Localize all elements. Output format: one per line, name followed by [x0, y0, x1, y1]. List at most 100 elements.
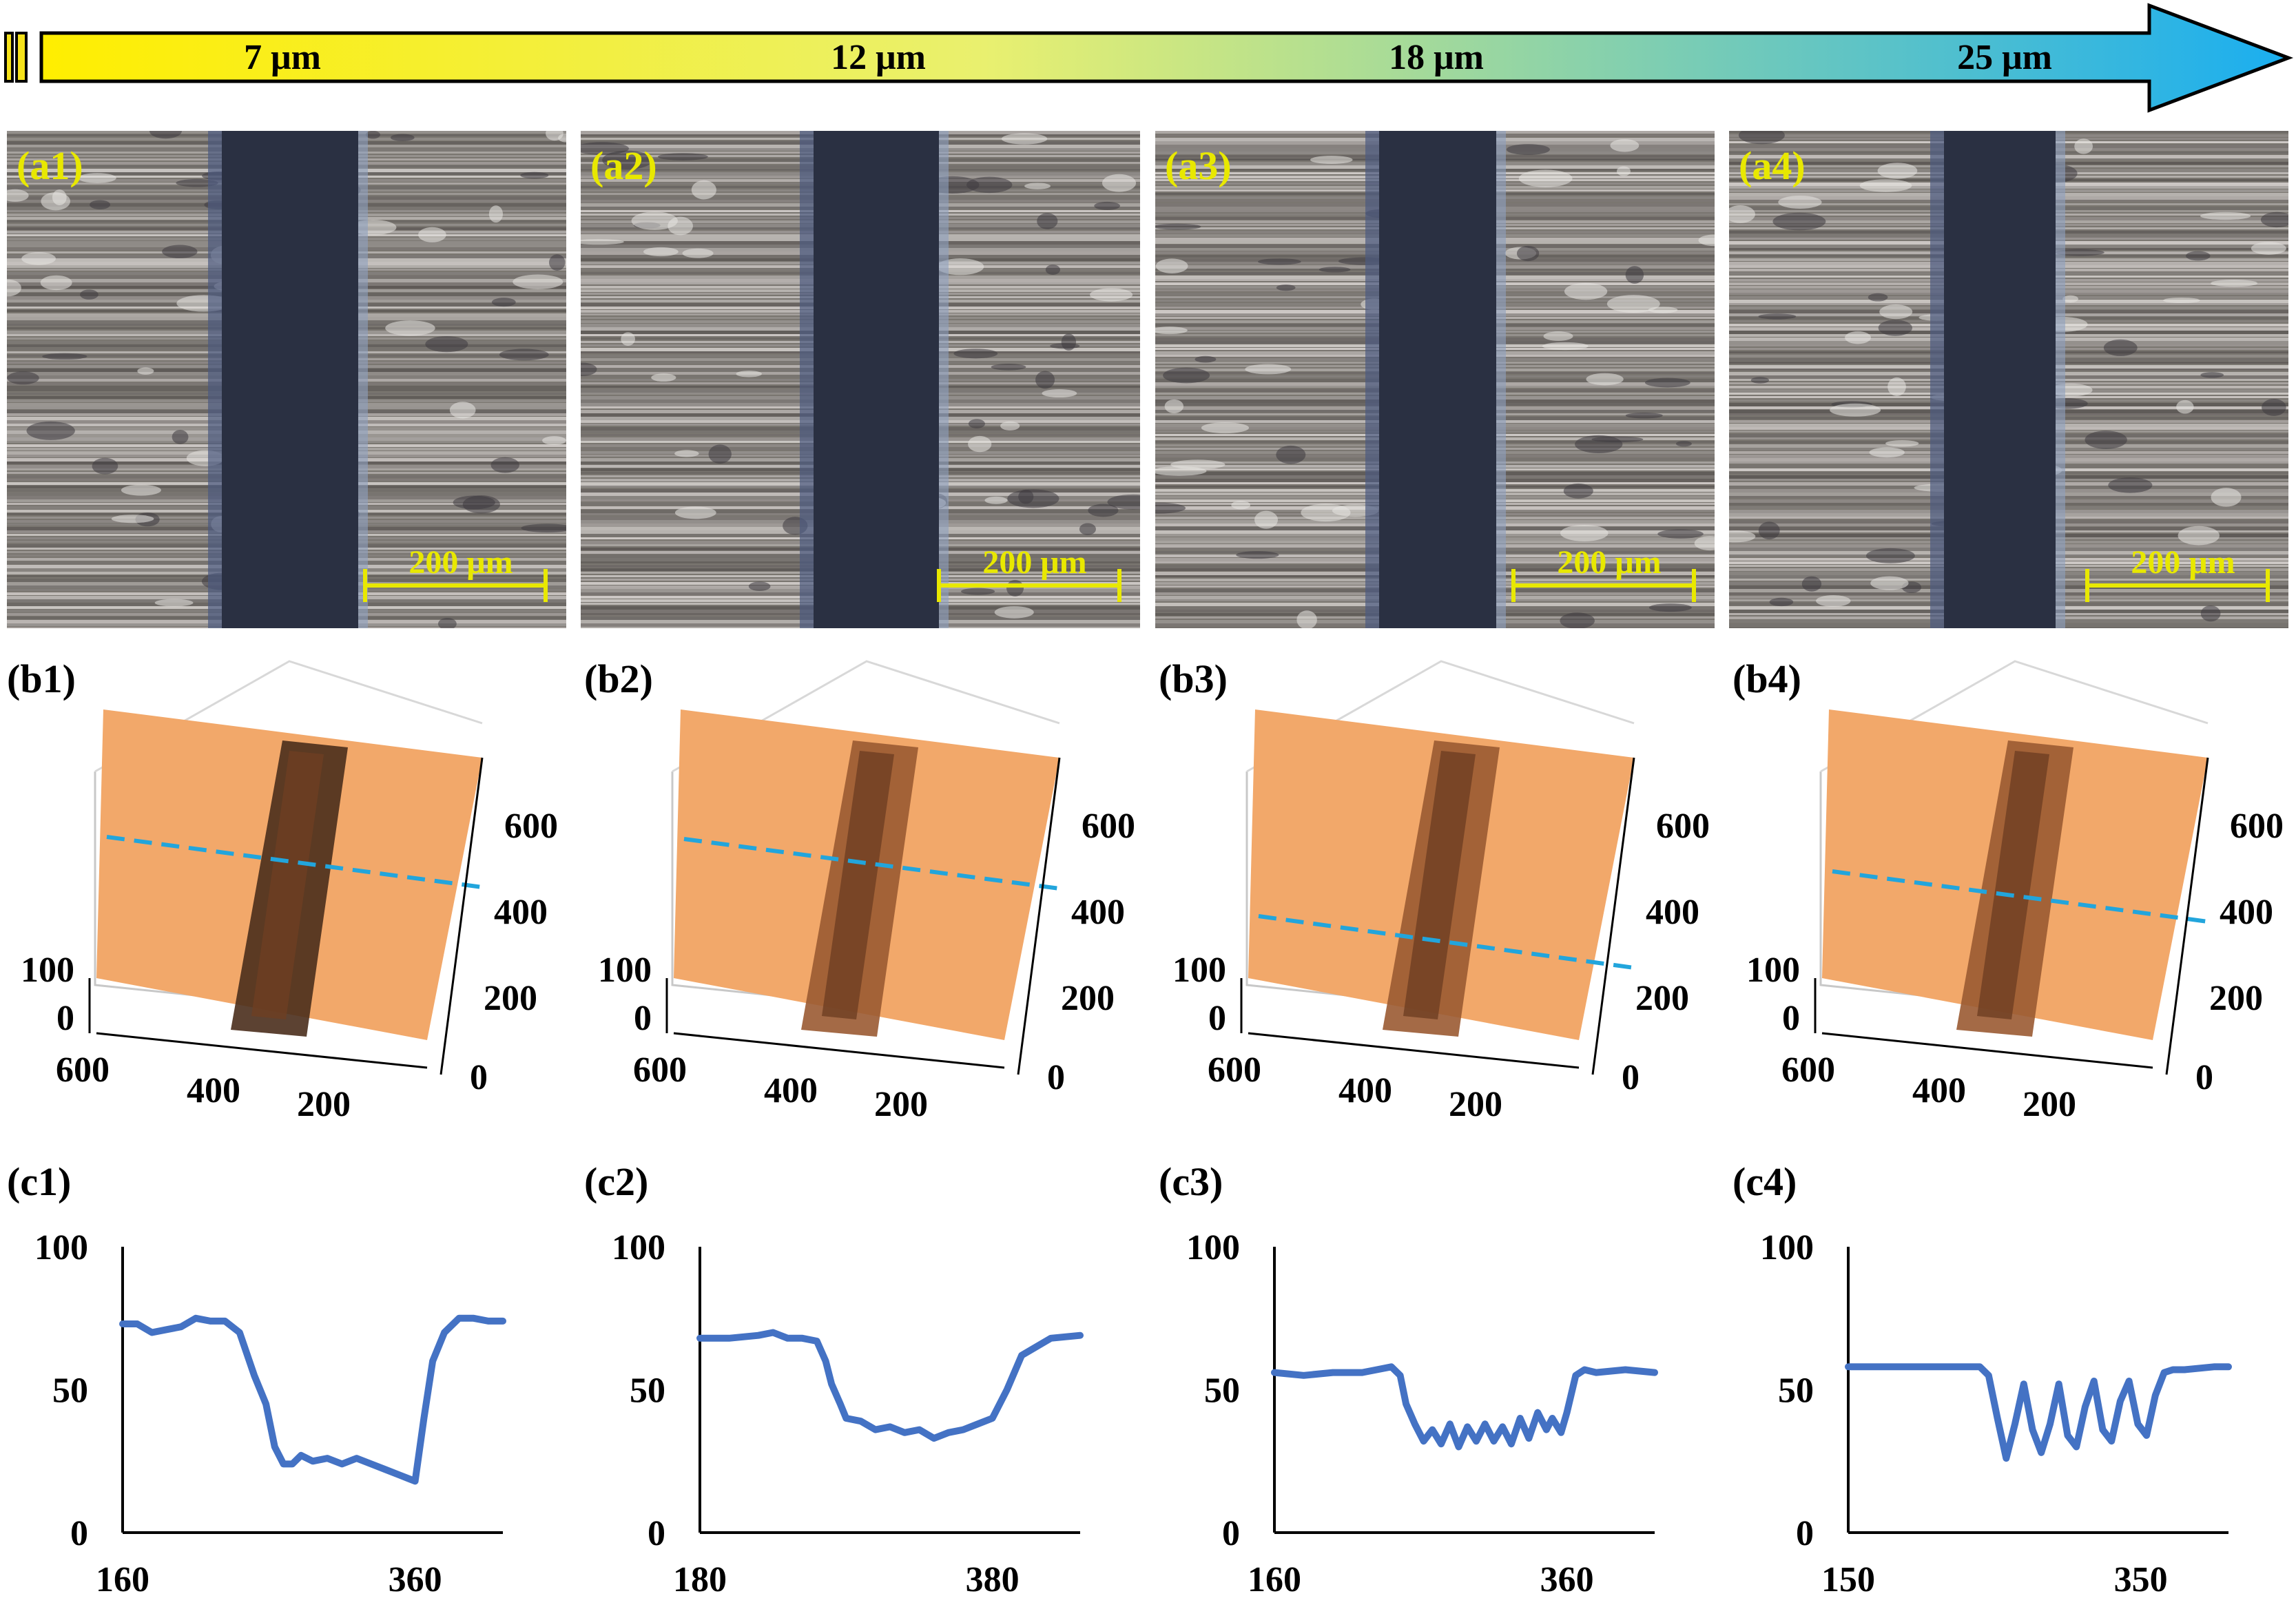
surface-speckle — [1035, 371, 1055, 389]
surface-label: (b4) — [1733, 656, 1801, 701]
scale-bar-label: 200 μm — [2131, 544, 2235, 581]
surface-speckle — [1102, 174, 1137, 192]
micrograph-panel: (a1) 200 μm — [7, 131, 566, 628]
surface-speckle — [1155, 258, 1188, 273]
surface-speckle — [2260, 211, 2288, 228]
z-tick-label: 0 — [56, 999, 74, 1038]
micrograph-panel: (a3) 200 μm — [1155, 131, 1715, 628]
y-tick-label: 100 — [1760, 1228, 1814, 1267]
surface-speckle — [1859, 179, 1912, 192]
surface-speckle — [1296, 610, 1317, 628]
surface-speckle — [682, 248, 714, 258]
surface-speckle — [1801, 576, 1822, 592]
x-tick-label: 380 — [966, 1560, 1020, 1599]
surface-speckle — [490, 457, 519, 473]
y-tick-label: 0 — [2195, 1058, 2213, 1097]
surface-3d-panel: (b1) 100 0 600 400 200 0 600 400 200 — [7, 656, 558, 1124]
surface-speckle — [968, 419, 985, 428]
surface-speckle — [499, 349, 549, 361]
surface-speckle — [1231, 500, 1251, 510]
surface-speckle — [1563, 483, 1593, 499]
track-edge-shadow — [1365, 131, 1379, 628]
y-tick-label: 100 — [612, 1228, 665, 1267]
surface-speckle — [1050, 343, 1080, 349]
profile-label: (c4) — [1733, 1159, 1797, 1204]
surface-speckle — [1164, 399, 1184, 414]
surface-speckle — [1729, 530, 1756, 543]
surface-speckle — [92, 457, 118, 475]
surface-speckle — [1575, 435, 1623, 453]
surface-speckle — [643, 247, 679, 257]
surface-speckle — [2211, 488, 2242, 507]
surface-speckle — [1657, 529, 1704, 539]
thickness-label-3: 18 μm — [1389, 38, 1484, 77]
y-tick-label: 400 — [494, 893, 548, 932]
surface-speckle — [488, 205, 504, 223]
y-tick-label: 200 — [1635, 979, 1689, 1018]
surface-speckle — [991, 364, 1026, 371]
surface-speckle — [961, 588, 995, 595]
surface-speckle — [1877, 163, 1918, 179]
surface-3d-row: (b1) 100 0 600 400 200 0 600 400 200 (b2) 100 0 600 40… — [7, 656, 2284, 1124]
surface-speckle — [2251, 242, 2286, 255]
y-tick-label: 200 — [2209, 979, 2263, 1018]
surface-speckle — [1155, 326, 1188, 335]
surface-speckle — [1694, 536, 1715, 551]
surface-speckle — [1560, 524, 1609, 541]
surface-speckle — [1079, 523, 1096, 535]
x-axis — [1821, 1032, 2153, 1069]
track-edge-highlight — [1496, 131, 1506, 628]
wear-track — [1944, 131, 2056, 628]
surface-speckle — [1869, 447, 1905, 458]
surface-speckle — [162, 245, 198, 258]
profile-series-line — [119, 1314, 506, 1485]
surface-speckle — [1868, 293, 1888, 302]
arrow-tail-stripe-2 — [15, 32, 28, 83]
surface-speckle — [1879, 304, 1913, 320]
surface-speckle — [1258, 258, 1301, 265]
surface-speckle — [26, 421, 75, 440]
z-tick-label: 100 — [1746, 951, 1800, 990]
thickness-arrow: 7 μm 12 μm 18 μm 25 μm — [4, 3, 2294, 113]
surface-speckle — [966, 176, 1013, 194]
profile-series-line — [1271, 1363, 1658, 1451]
surface-speckle — [1648, 307, 1678, 313]
surface-speckle — [1830, 403, 1881, 417]
z-tick-label: 0 — [1782, 999, 1800, 1038]
y-tick-label: 200 — [1061, 979, 1115, 1018]
micrograph-image — [7, 131, 566, 628]
surface-speckle — [1201, 422, 1250, 434]
section-dashed-line — [683, 837, 1060, 891]
surface-speckle — [1865, 548, 1915, 563]
surface-speckle — [7, 371, 39, 385]
surface-speckle — [385, 320, 435, 336]
x-tick-label: 200 — [1449, 1085, 1502, 1124]
surface-speckle — [1236, 551, 1279, 559]
surface-speckle — [2062, 295, 2079, 303]
surface-speckle — [1310, 156, 1353, 165]
profile-label: (c1) — [7, 1159, 71, 1204]
y-tick-label: 50 — [52, 1371, 88, 1411]
y-tick-label: 50 — [630, 1371, 665, 1411]
surface-speckle — [602, 150, 652, 170]
surface-speckle — [1090, 288, 1133, 302]
surface-speckle — [154, 599, 194, 607]
surface-speckle — [1506, 144, 1550, 156]
x-tick-label: 200 — [874, 1085, 928, 1124]
wear-track — [222, 131, 358, 628]
surface-label: (b2) — [584, 656, 653, 701]
z-tick-label: 100 — [598, 951, 652, 990]
surface-speckle — [1738, 131, 1785, 145]
wear-track — [814, 131, 939, 628]
surface-speckle — [453, 495, 495, 510]
x-tick-label: 200 — [2023, 1085, 2076, 1124]
arrow-body — [39, 3, 2294, 113]
surface-speckle — [137, 367, 154, 375]
micrograph-image — [581, 131, 1140, 628]
x-tick-label: 150 — [1821, 1560, 1875, 1599]
y-tick-label: 100 — [1186, 1228, 1240, 1267]
surface-speckle — [1245, 364, 1292, 375]
y-tick-label: 400 — [2220, 893, 2273, 932]
surface-speckle — [1698, 234, 1715, 247]
